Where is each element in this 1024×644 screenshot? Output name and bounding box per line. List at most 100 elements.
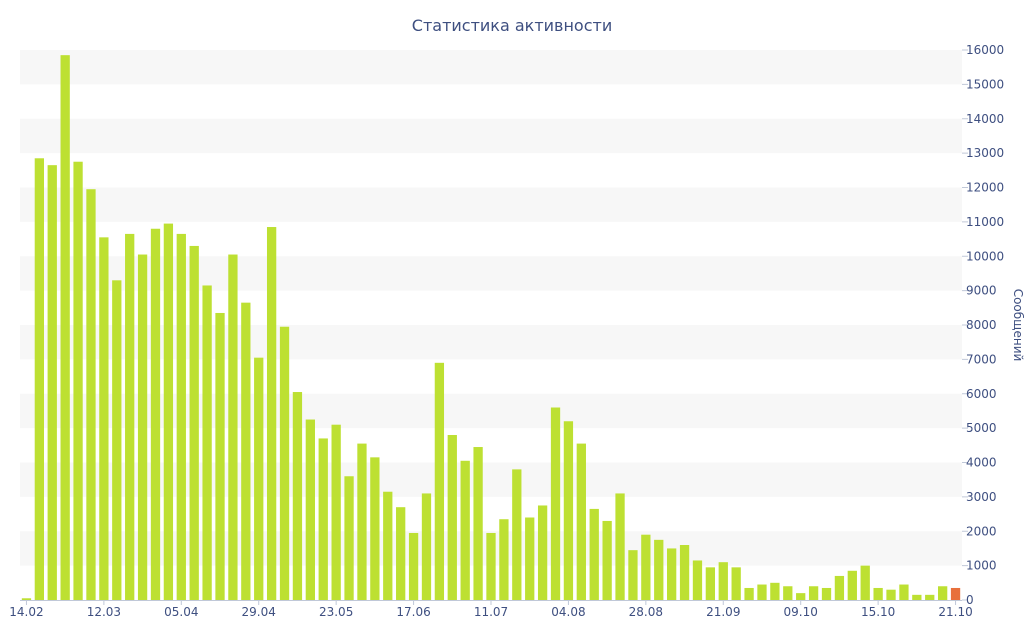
bar[interactable] bbox=[215, 312, 225, 600]
y-axis-title: Сообщений bbox=[1011, 289, 1024, 362]
bar[interactable] bbox=[254, 357, 264, 600]
bar[interactable] bbox=[228, 254, 238, 600]
bar[interactable] bbox=[615, 493, 625, 600]
y-tick-label: 13000 bbox=[966, 146, 1004, 160]
bar[interactable] bbox=[834, 575, 845, 600]
bar[interactable] bbox=[757, 584, 767, 600]
bar-highlighted[interactable] bbox=[950, 587, 961, 600]
grid-band bbox=[20, 256, 962, 291]
bar[interactable] bbox=[512, 469, 522, 601]
bar[interactable] bbox=[460, 460, 470, 600]
bar[interactable] bbox=[318, 438, 328, 600]
grid-band bbox=[20, 118, 962, 154]
bar[interactable] bbox=[383, 491, 393, 600]
bar[interactable] bbox=[357, 443, 367, 600]
y-tick-label: 9000 bbox=[966, 284, 997, 298]
bar[interactable] bbox=[176, 233, 186, 600]
bar[interactable] bbox=[486, 532, 496, 600]
bar[interactable] bbox=[473, 447, 483, 600]
x-tick-label: 12.03 bbox=[87, 605, 121, 619]
y-tick-label: 16000 bbox=[966, 43, 1004, 57]
bar[interactable] bbox=[150, 228, 161, 600]
bar[interactable] bbox=[912, 594, 922, 600]
bar[interactable] bbox=[821, 587, 832, 600]
y-tick-label: 8000 bbox=[966, 318, 997, 332]
x-tick-label: 29.04 bbox=[242, 605, 276, 619]
bar[interactable] bbox=[718, 562, 728, 600]
bar[interactable] bbox=[537, 505, 548, 600]
bar[interactable] bbox=[783, 586, 793, 600]
bar[interactable] bbox=[938, 586, 948, 600]
bar[interactable] bbox=[744, 587, 754, 600]
bar[interactable] bbox=[731, 567, 741, 600]
bar[interactable] bbox=[899, 584, 909, 600]
x-tick-label: 15.10 bbox=[861, 605, 895, 619]
bar[interactable] bbox=[679, 545, 690, 600]
bar[interactable] bbox=[641, 534, 651, 600]
bar[interactable] bbox=[525, 517, 535, 601]
bar[interactable] bbox=[576, 443, 586, 600]
bar[interactable] bbox=[344, 476, 354, 600]
bar[interactable] bbox=[266, 227, 277, 600]
y-tick-label: 10000 bbox=[966, 249, 1004, 263]
x-tick-label: 28.08 bbox=[629, 605, 663, 619]
bar[interactable] bbox=[421, 493, 432, 600]
bar[interactable] bbox=[499, 519, 509, 600]
x-tick-label: 21.10 bbox=[938, 605, 972, 619]
bar[interactable] bbox=[860, 565, 870, 601]
y-tick-label: 4000 bbox=[966, 456, 997, 470]
x-tick-label: 14.02 bbox=[9, 605, 43, 619]
bar[interactable] bbox=[808, 586, 819, 600]
bar[interactable] bbox=[189, 245, 199, 600]
x-tick-label: 17.06 bbox=[396, 605, 430, 619]
bar[interactable] bbox=[305, 419, 315, 600]
bar[interactable] bbox=[408, 532, 419, 600]
bar[interactable] bbox=[47, 165, 57, 600]
bar[interactable] bbox=[550, 407, 561, 601]
bar[interactable] bbox=[396, 507, 406, 600]
bar[interactable] bbox=[137, 254, 148, 600]
bar[interactable] bbox=[241, 302, 251, 600]
y-tick-label: 1000 bbox=[966, 559, 997, 573]
bar[interactable] bbox=[770, 582, 780, 600]
bar[interactable] bbox=[563, 421, 574, 600]
y-tick-label: 7000 bbox=[966, 352, 997, 366]
bar[interactable] bbox=[589, 508, 599, 600]
x-tick-label: 05.04 bbox=[164, 605, 198, 619]
bar[interactable] bbox=[99, 237, 109, 600]
bar[interactable] bbox=[602, 520, 612, 600]
bar[interactable] bbox=[163, 223, 174, 600]
bar[interactable] bbox=[692, 560, 703, 600]
y-tick-label: 15000 bbox=[966, 77, 1004, 91]
y-axis-ticks: 0 1000 2000 3000 4000 5000 6000 7000 8000 9000 100… bbox=[962, 43, 1004, 607]
x-axis-ticks: 14.02 12.03 05.04 29.04 23.05 17.06 11.07 04.08… bbox=[9, 600, 973, 619]
bar[interactable] bbox=[73, 161, 83, 600]
chart-title: Статистика активности bbox=[412, 16, 612, 35]
bar[interactable] bbox=[292, 392, 303, 600]
bar[interactable] bbox=[667, 548, 677, 600]
bar[interactable] bbox=[847, 570, 857, 600]
bar[interactable] bbox=[202, 285, 212, 600]
grid-bands bbox=[20, 50, 962, 566]
bar[interactable] bbox=[628, 550, 638, 600]
bar[interactable] bbox=[925, 594, 935, 600]
bar[interactable] bbox=[86, 189, 96, 600]
bar[interactable] bbox=[370, 457, 380, 600]
bar[interactable] bbox=[125, 233, 135, 600]
bar[interactable] bbox=[886, 589, 896, 600]
bar[interactable] bbox=[654, 539, 664, 600]
bar[interactable] bbox=[34, 158, 44, 600]
bar[interactable] bbox=[873, 587, 883, 600]
y-tick-label: 6000 bbox=[966, 387, 997, 401]
bar[interactable] bbox=[112, 280, 122, 600]
grid-band bbox=[20, 50, 962, 85]
bar[interactable] bbox=[796, 593, 806, 601]
bar[interactable] bbox=[60, 55, 70, 601]
bar[interactable] bbox=[434, 362, 445, 600]
x-tick-label: 21.09 bbox=[706, 605, 740, 619]
bar[interactable] bbox=[447, 435, 457, 600]
bar[interactable] bbox=[21, 598, 32, 600]
bar[interactable] bbox=[705, 567, 716, 600]
bar[interactable] bbox=[331, 424, 341, 600]
bar[interactable] bbox=[279, 326, 290, 600]
